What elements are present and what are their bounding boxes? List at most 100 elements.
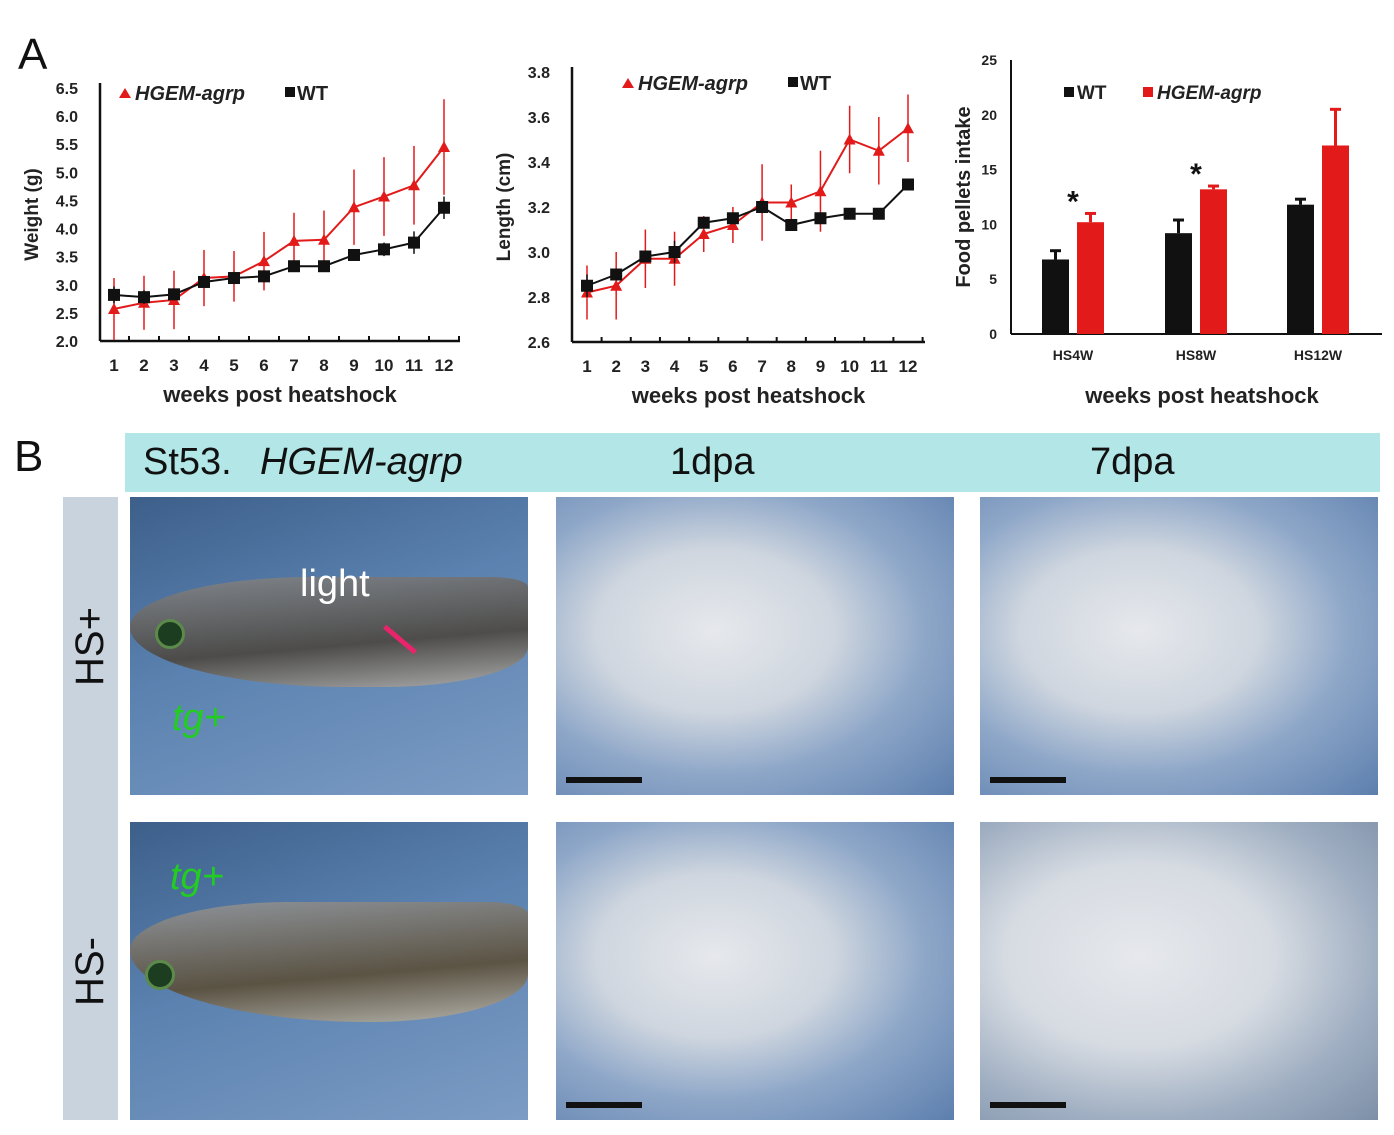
y-tick-label: 25 [981, 52, 997, 68]
data-point [288, 260, 300, 273]
data-point [288, 234, 300, 246]
legend-marker-wt [788, 77, 798, 87]
data-point [581, 279, 593, 292]
y-tick-label: 4.0 [56, 222, 78, 239]
photo-7dpa-hs-minus [980, 822, 1378, 1120]
legend-marker-wt [285, 87, 295, 97]
legend-marker-wt [1064, 87, 1074, 97]
x-tick-label: 10 [375, 356, 394, 375]
scale-bar [566, 1102, 642, 1108]
data-point [668, 246, 681, 258]
x-axis-title: weeks post heatshock [162, 382, 397, 407]
x-tick-label: 3 [169, 356, 178, 375]
data-point [318, 233, 330, 245]
row-label-hs-minus: HS- [68, 936, 113, 1006]
data-point [872, 144, 885, 156]
data-point [872, 207, 885, 220]
series-line-WT [113, 207, 445, 299]
series-line-HGEM-agrp [113, 146, 445, 310]
data-point [902, 178, 914, 191]
y-tick-label: 3.0 [528, 245, 550, 262]
data-point [814, 185, 827, 197]
x-tick-label: HS12W [1294, 347, 1343, 363]
light-label: light [300, 563, 370, 605]
bar-HGEM-agrp-HS8W [1200, 189, 1227, 334]
panel-label-b: B [14, 432, 44, 481]
y-axis-title: Length (cm) [494, 153, 515, 262]
bar-HGEM-agrp-HS12W [1322, 145, 1349, 334]
y-axis-title: Weight (g) [22, 168, 43, 261]
stage-label: St53. [143, 441, 232, 483]
data-point [228, 272, 240, 285]
data-point [814, 212, 827, 225]
data-point [756, 201, 769, 213]
data-point [198, 275, 210, 288]
series-line-HGEM-agrp [586, 127, 909, 294]
x-tick-label: 5 [229, 356, 238, 375]
bar-WT-HS8W [1165, 233, 1192, 334]
data-point [843, 133, 856, 145]
row-label-hs-plus: HS+ [68, 606, 112, 686]
data-point [785, 196, 798, 208]
legend-label-wt: WT [1077, 83, 1107, 104]
y-tick-label: 3.6 [528, 110, 550, 127]
x-tick-label: 12 [899, 357, 918, 376]
data-point [318, 260, 330, 273]
y-tick-label: 10 [981, 216, 997, 232]
x-tick-label: HS8W [1176, 347, 1217, 363]
y-tick-label: 3.0 [56, 278, 78, 295]
significance-star: * [1190, 158, 1202, 191]
photo-tadpole-hs-minus: tg+ [130, 822, 528, 1120]
x-tick-label: 4 [199, 356, 209, 375]
tg-label: tg+ [172, 697, 226, 739]
scale-bar [990, 777, 1066, 783]
legend-label-hgem: HGEM-agrp [1157, 83, 1262, 104]
scale-bar [990, 1102, 1066, 1108]
x-tick-label: 2 [139, 356, 148, 375]
col-1dpa-label: 1dpa [670, 441, 755, 483]
y-tick-label: 3.8 [528, 65, 550, 82]
x-axis-title: weeks post heatshock [631, 383, 866, 408]
x-tick-label: 9 [816, 357, 825, 376]
data-point [697, 228, 710, 239]
data-point [697, 216, 710, 229]
legend-label-wt: WT [297, 83, 328, 105]
data-point [108, 302, 120, 314]
data-point [378, 243, 390, 256]
legend-label-hgem: HGEM-agrp [135, 83, 245, 105]
line-label: HGEM-agrp [260, 441, 463, 483]
data-point [258, 270, 270, 283]
data-point [348, 248, 360, 261]
row-label-bar: HS+ HS- [63, 497, 118, 1120]
data-point [610, 279, 623, 291]
data-point [138, 291, 150, 304]
data-point [408, 179, 420, 191]
y-tick-label: 4.5 [56, 193, 78, 210]
data-point [168, 288, 180, 301]
data-point [438, 201, 450, 214]
data-point [726, 219, 739, 230]
bar-WT-HS4W [1042, 259, 1069, 334]
data-point [108, 288, 120, 301]
data-point [610, 268, 623, 281]
series-line-WT [586, 183, 909, 287]
y-tick-label: 3.5 [56, 250, 78, 267]
x-tick-label: 12 [435, 356, 454, 375]
photo-1dpa-hs-minus [556, 822, 954, 1120]
x-tick-label: 1 [109, 356, 118, 375]
y-tick-label: 2.0 [56, 334, 78, 351]
y-tick-label: 2.5 [56, 306, 78, 323]
x-tick-label: 8 [787, 357, 796, 376]
y-tick-label: 5.5 [56, 137, 78, 154]
data-point [378, 190, 390, 202]
significance-star: * [1067, 185, 1079, 218]
panel-label-a: A [18, 30, 48, 79]
x-tick-label: 7 [757, 357, 766, 376]
legend-marker-hgem [1143, 87, 1153, 97]
y-tick-label: 6.5 [56, 81, 78, 98]
y-tick-label: 20 [981, 107, 997, 123]
y-tick-label: 3.2 [528, 200, 550, 217]
x-tick-label: 4 [670, 357, 680, 376]
x-tick-label: 7 [289, 356, 298, 375]
